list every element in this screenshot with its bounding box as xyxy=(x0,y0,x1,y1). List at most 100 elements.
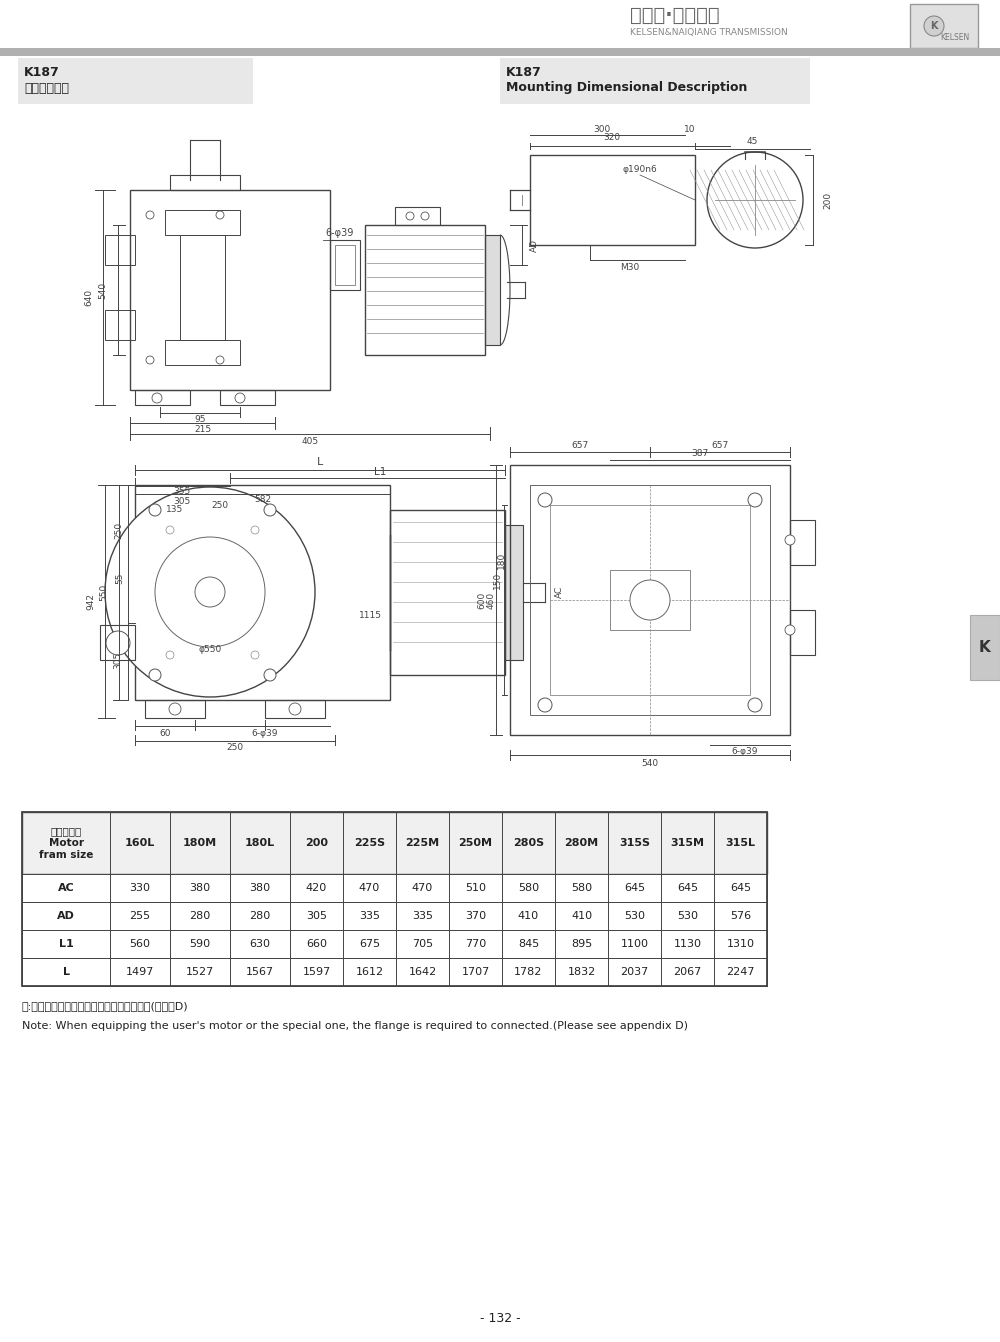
Circle shape xyxy=(251,526,259,534)
Bar xyxy=(0,48,1000,56)
Text: 380: 380 xyxy=(249,883,271,892)
Text: 335: 335 xyxy=(359,911,380,921)
Text: 1567: 1567 xyxy=(246,968,274,977)
Text: 10: 10 xyxy=(684,126,696,134)
Circle shape xyxy=(630,580,670,620)
Text: 410: 410 xyxy=(571,911,592,921)
Text: AD: AD xyxy=(57,911,75,921)
Circle shape xyxy=(251,651,259,659)
Text: 180M: 180M xyxy=(183,837,217,848)
Circle shape xyxy=(707,152,803,248)
Text: 640: 640 xyxy=(84,289,93,306)
Bar xyxy=(170,174,240,191)
Text: 645: 645 xyxy=(624,883,645,892)
Text: 45: 45 xyxy=(746,137,758,145)
Text: 注:电机需方配或配特殊电机时需加联接法兰(见附录D): 注:电机需方配或配特殊电机时需加联接法兰(见附录D) xyxy=(22,1001,189,1011)
Bar xyxy=(130,191,330,391)
Text: 582: 582 xyxy=(254,494,272,503)
Text: 1642: 1642 xyxy=(408,968,437,977)
Text: 370: 370 xyxy=(465,911,486,921)
Text: L: L xyxy=(62,968,70,977)
Text: 电机机座号
Motor
fram size: 电机机座号 Motor fram size xyxy=(39,827,93,860)
Text: AD: AD xyxy=(530,239,539,251)
Text: 705: 705 xyxy=(412,939,433,949)
Circle shape xyxy=(924,16,944,36)
Text: 250: 250 xyxy=(114,522,123,538)
Bar xyxy=(135,391,190,405)
Text: 135: 135 xyxy=(166,505,184,514)
Text: 315S: 315S xyxy=(619,837,650,848)
Circle shape xyxy=(105,487,315,696)
Text: 550: 550 xyxy=(99,584,108,601)
Text: 1832: 1832 xyxy=(567,968,596,977)
Text: 95: 95 xyxy=(194,416,206,424)
Bar xyxy=(18,58,253,103)
Text: 315L: 315L xyxy=(726,837,756,848)
Circle shape xyxy=(538,493,552,507)
Text: 335: 335 xyxy=(412,911,433,921)
Bar xyxy=(105,235,135,264)
Text: 280: 280 xyxy=(189,911,211,921)
Text: 6-φ39: 6-φ39 xyxy=(325,228,353,238)
Text: 1707: 1707 xyxy=(461,968,490,977)
Text: 1527: 1527 xyxy=(186,968,214,977)
Text: KELSEN&NAIQIANG TRANSMISSION: KELSEN&NAIQIANG TRANSMISSION xyxy=(630,27,788,36)
Text: 530: 530 xyxy=(677,911,698,921)
Text: 355: 355 xyxy=(173,487,191,497)
Bar xyxy=(265,701,325,718)
Text: 180: 180 xyxy=(497,552,506,569)
Text: 540: 540 xyxy=(98,282,107,298)
Bar xyxy=(790,611,815,655)
Text: 160L: 160L xyxy=(125,837,155,848)
Text: L: L xyxy=(317,458,323,467)
Circle shape xyxy=(149,505,161,517)
Text: AC: AC xyxy=(58,883,74,892)
Text: 2037: 2037 xyxy=(620,968,649,977)
Text: KELSEN: KELSEN xyxy=(940,34,970,43)
Text: 280S: 280S xyxy=(513,837,544,848)
Circle shape xyxy=(264,505,276,517)
Circle shape xyxy=(785,535,795,545)
Text: 645: 645 xyxy=(730,883,751,892)
Text: 470: 470 xyxy=(359,883,380,892)
Text: 942: 942 xyxy=(86,593,95,611)
Text: 250M: 250M xyxy=(458,837,492,848)
Text: 1782: 1782 xyxy=(514,968,543,977)
Bar xyxy=(22,812,767,874)
Bar xyxy=(165,340,240,365)
Circle shape xyxy=(195,577,225,607)
Text: 420: 420 xyxy=(306,883,327,892)
Bar xyxy=(105,310,135,340)
Bar xyxy=(550,505,750,695)
Text: 305: 305 xyxy=(306,911,327,921)
Text: φ190n6: φ190n6 xyxy=(623,165,657,174)
Circle shape xyxy=(169,703,181,715)
Text: 320: 320 xyxy=(603,133,621,141)
Bar xyxy=(395,207,440,225)
Text: AC: AC xyxy=(555,586,564,599)
Bar xyxy=(135,484,390,701)
Bar xyxy=(970,615,1000,680)
Text: 安装结构尺寸: 安装结构尺寸 xyxy=(24,82,69,94)
Circle shape xyxy=(538,698,552,713)
Bar xyxy=(485,235,500,345)
Text: 6-φ39: 6-φ39 xyxy=(732,747,758,757)
Circle shape xyxy=(289,703,301,715)
Circle shape xyxy=(785,625,795,635)
Text: 580: 580 xyxy=(571,883,592,892)
Text: 55: 55 xyxy=(115,572,124,584)
Text: 凯尔森·耐强传动: 凯尔森·耐强传动 xyxy=(630,5,720,24)
Circle shape xyxy=(216,211,224,219)
Text: K: K xyxy=(930,21,938,31)
Text: 2067: 2067 xyxy=(673,968,702,977)
Text: 660: 660 xyxy=(306,939,327,949)
Text: 225M: 225M xyxy=(405,837,440,848)
Text: 300: 300 xyxy=(593,126,611,134)
Bar xyxy=(500,58,810,103)
Bar xyxy=(390,510,505,675)
Circle shape xyxy=(421,212,429,220)
Bar xyxy=(22,930,767,958)
Bar xyxy=(0,0,1000,50)
Text: 6-φ39: 6-φ39 xyxy=(252,729,278,738)
Text: 530: 530 xyxy=(624,911,645,921)
